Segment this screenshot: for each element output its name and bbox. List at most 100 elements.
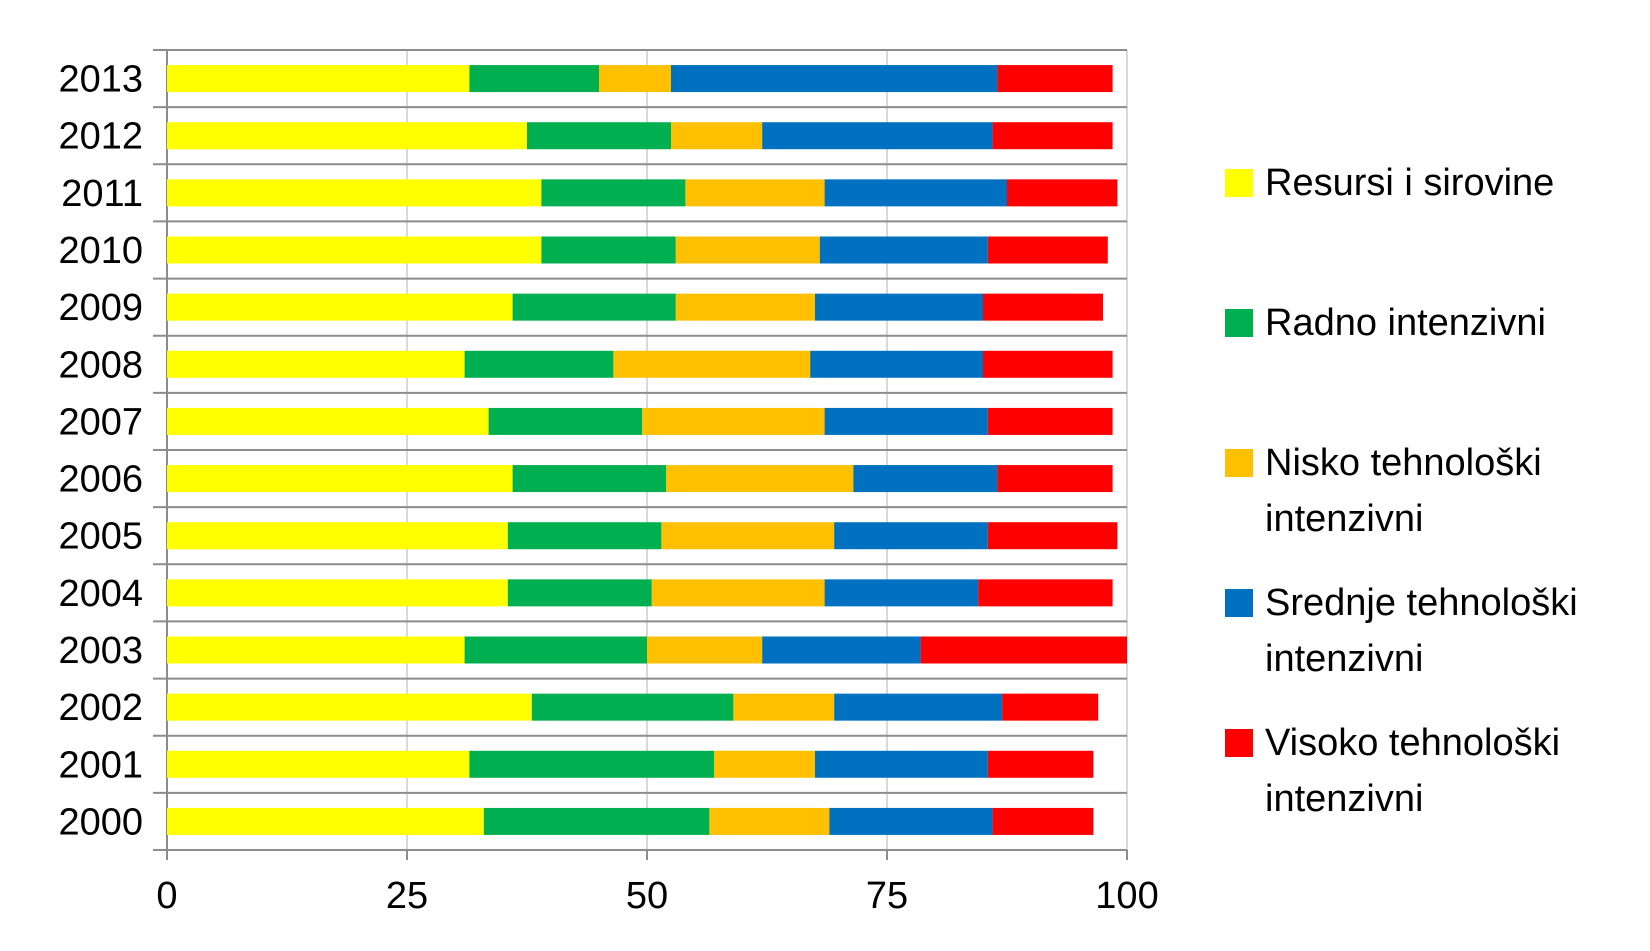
bar-segment-2002-3	[834, 693, 1003, 721]
bar-segment-2013-0	[167, 65, 470, 93]
legend-label-nisko: Nisko tehnološki intenzivni	[1265, 442, 1542, 540]
bar-segment-2009-3	[815, 293, 983, 321]
bar-segment-2006-1	[512, 465, 667, 493]
y-tick-label: 2003	[58, 630, 143, 672]
legend-label-radno: Radno intenzivni	[1265, 302, 1546, 344]
bar-segment-2011-1	[541, 179, 686, 207]
bar-segment-2012-4	[992, 122, 1113, 150]
bar-segment-2002-2	[733, 693, 835, 721]
bar-segment-2008-4	[983, 350, 1113, 378]
bar-segment-2003-3	[762, 636, 921, 664]
bar-segment-2005-1	[507, 522, 662, 550]
bar-segment-2010-1	[541, 236, 676, 264]
bar-segment-2009-2	[675, 293, 815, 321]
bar-segment-2002-0	[167, 693, 532, 721]
x-tick-label: 75	[866, 875, 908, 917]
bar-segment-2004-1	[507, 579, 652, 607]
bar-segment-2003-4	[920, 636, 1127, 664]
bar-segment-2007-4	[987, 407, 1113, 435]
bar-segment-2013-1	[469, 65, 599, 93]
bar-segment-2004-3	[824, 579, 979, 607]
y-tick-label: 2004	[58, 573, 143, 615]
bar-segment-2005-4	[987, 522, 1118, 550]
legend-label-resursi: Resursi i sirovine	[1265, 162, 1555, 204]
bar-segment-2000-0	[167, 807, 484, 835]
bar-segment-2008-0	[167, 350, 465, 378]
x-tick-label: 100	[1095, 875, 1158, 917]
bar-segment-2007-1	[488, 407, 643, 435]
x-tick-label: 0	[156, 875, 177, 917]
y-tick-label: 2012	[58, 116, 143, 158]
bar-segment-2003-0	[167, 636, 465, 664]
legend-swatch-visoko	[1225, 729, 1253, 757]
y-tick-label: 2005	[58, 516, 143, 558]
bar-segment-2001-4	[987, 750, 1094, 778]
bar-segment-2011-4	[1007, 179, 1118, 207]
bar-segment-2001-3	[815, 750, 988, 778]
bar-segment-2005-3	[834, 522, 988, 550]
bar-segment-2006-0	[167, 465, 513, 493]
bar-segment-2010-2	[675, 236, 820, 264]
y-tick-label: 2009	[58, 287, 143, 329]
bar-segment-2000-3	[829, 807, 993, 835]
bar-segment-2000-4	[992, 807, 1094, 835]
bar-segment-2011-3	[824, 179, 1007, 207]
x-tick-label: 50	[626, 875, 668, 917]
bar-segment-2003-2	[647, 636, 763, 664]
bar-segment-2012-0	[167, 122, 527, 150]
y-tick-label: 2010	[58, 230, 143, 272]
bar-segment-2002-4	[1002, 693, 1099, 721]
bar-segment-2012-1	[527, 122, 671, 150]
bar-segment-2001-0	[167, 750, 470, 778]
bar-segment-2010-4	[987, 236, 1108, 264]
bar-segment-2009-1	[512, 293, 676, 321]
bar-segment-2007-0	[167, 407, 489, 435]
legend-item-nisko: Nisko tehnološki intenzivni	[1225, 435, 1625, 547]
legend-item-resursi: Resursi i sirovine	[1225, 155, 1625, 211]
bar-segment-2002-1	[531, 693, 734, 721]
bar-segment-2006-2	[666, 465, 854, 493]
legend-item-visoko: Visoko tehnološki intenzivni	[1225, 715, 1625, 827]
bar-segment-2005-0	[167, 522, 508, 550]
bar-segment-2013-4	[997, 65, 1113, 93]
bar-segment-2008-1	[464, 350, 614, 378]
bar-segment-2006-4	[997, 465, 1113, 493]
legend-swatch-srednje	[1225, 589, 1253, 617]
bar-segment-2009-4	[983, 293, 1103, 321]
bar-segment-2011-0	[167, 179, 542, 207]
bar-segment-2004-4	[978, 579, 1113, 607]
legend-swatch-resursi	[1225, 169, 1253, 197]
bar-segment-2005-2	[661, 522, 835, 550]
y-tick-label: 2000	[58, 801, 143, 843]
bar-segment-2008-3	[810, 350, 983, 378]
y-tick-label: 2006	[58, 459, 143, 501]
legend-label-visoko: Visoko tehnološki intenzivni	[1265, 722, 1561, 820]
legend-swatch-radno	[1225, 309, 1253, 337]
bar-segment-2013-2	[599, 65, 671, 93]
bar-segment-2007-2	[642, 407, 825, 435]
legend-item-radno: Radno intenzivni	[1225, 295, 1625, 351]
bar-segment-2013-3	[671, 65, 998, 93]
bar-segment-2012-2	[671, 122, 763, 150]
bar-segment-2004-2	[651, 579, 825, 607]
y-tick-label: 2013	[58, 59, 143, 101]
bar-segment-2001-2	[714, 750, 815, 778]
y-tick-label: 2007	[58, 401, 143, 443]
bar-segment-2004-0	[167, 579, 508, 607]
x-tick-label: 25	[386, 875, 428, 917]
legend-swatch-nisko	[1225, 449, 1253, 477]
y-tick-label: 2001	[58, 744, 143, 786]
legend-label-srednje: Srednje tehnološki intenzivni	[1265, 582, 1578, 680]
bar-segment-2012-3	[762, 122, 993, 150]
y-tick-label: 2011	[61, 173, 143, 215]
y-tick-label: 2002	[58, 687, 143, 729]
bar-segment-2006-3	[853, 465, 998, 493]
bar-segment-2003-1	[464, 636, 647, 664]
bar-segment-2010-3	[819, 236, 988, 264]
bar-segment-2001-1	[469, 750, 715, 778]
legend-item-srednje: Srednje tehnološki intenzivni	[1225, 575, 1625, 687]
bar-segment-2007-3	[824, 407, 988, 435]
bar-segment-2000-1	[483, 807, 710, 835]
bar-segment-2000-2	[709, 807, 830, 835]
